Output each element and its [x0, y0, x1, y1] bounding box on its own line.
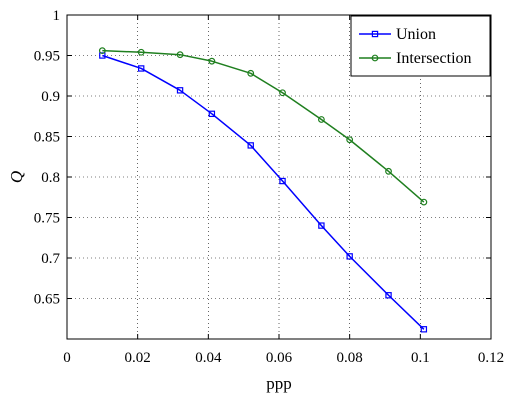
y-axis-tick-labels: 0.65 0.7 0.75 0.8 0.85 0.9 0.95 1: [34, 8, 61, 308]
legend-swatch-marker: [371, 54, 379, 62]
union-point: [385, 292, 392, 299]
x-tick-label: 0: [63, 350, 71, 366]
x-tick-label: 0.02: [125, 350, 151, 366]
x-tick-label: 0.1: [411, 350, 430, 366]
intersection-point: [247, 69, 255, 77]
legend-box: [350, 15, 491, 77]
legend-item-intersection: Intersection: [359, 50, 472, 67]
x-tick-label: 0.06: [266, 350, 293, 366]
y-tick-label: 1: [53, 8, 61, 24]
legend-swatch-marker: [371, 30, 379, 38]
series-union: [99, 52, 428, 333]
union-point: [346, 253, 353, 260]
x-tick-label: 0.08: [337, 350, 363, 366]
union-point: [247, 142, 254, 149]
y-tick-label: 0.95: [34, 49, 60, 65]
union-point: [420, 326, 428, 333]
union-point: [208, 110, 216, 118]
y-tick-label: 0.8: [41, 170, 60, 186]
x-tick-label: 0.12: [478, 350, 504, 366]
y-tick-label: 0.85: [34, 130, 60, 146]
y-tick-label: 0.65: [34, 292, 60, 308]
y-tick-label: 0.75: [34, 211, 60, 227]
legend-item-union: Union: [359, 26, 436, 43]
y-axis-label: Q: [7, 171, 26, 183]
intersection-point: [346, 136, 354, 144]
legend-items: Union Intersection: [359, 26, 472, 67]
union-point: [318, 222, 325, 229]
x-axis-tick-labels: 0 0.02 0.04 0.06 0.08 0.1 0.12: [63, 350, 504, 366]
union-line: [102, 54, 425, 330]
intersection-point: [98, 47, 106, 55]
intersection-point: [208, 57, 216, 65]
y-tick-label: 0.7: [41, 251, 60, 267]
intersection-point: [176, 51, 184, 59]
union-point: [279, 177, 286, 185]
union-point: [176, 87, 184, 94]
legend-label: Intersection: [396, 50, 472, 67]
y-tick-label: 0.9: [41, 89, 60, 105]
legend-label: Union: [396, 26, 436, 43]
series-intersection: [98, 47, 428, 206]
intersection-point: [385, 167, 392, 175]
intersection-point: [137, 48, 145, 56]
union-point: [138, 65, 145, 72]
intersection-line: [102, 49, 425, 203]
intersection-point: [420, 198, 428, 206]
intersection-point: [318, 116, 325, 123]
legend: Union Intersection: [350, 15, 491, 77]
intersection-point: [279, 89, 286, 97]
x-tick-label: 0.04: [195, 350, 222, 366]
series-lines: [98, 47, 428, 333]
x-axis-label: ppp: [266, 374, 292, 393]
axis-ticks: [66, 14, 492, 339]
